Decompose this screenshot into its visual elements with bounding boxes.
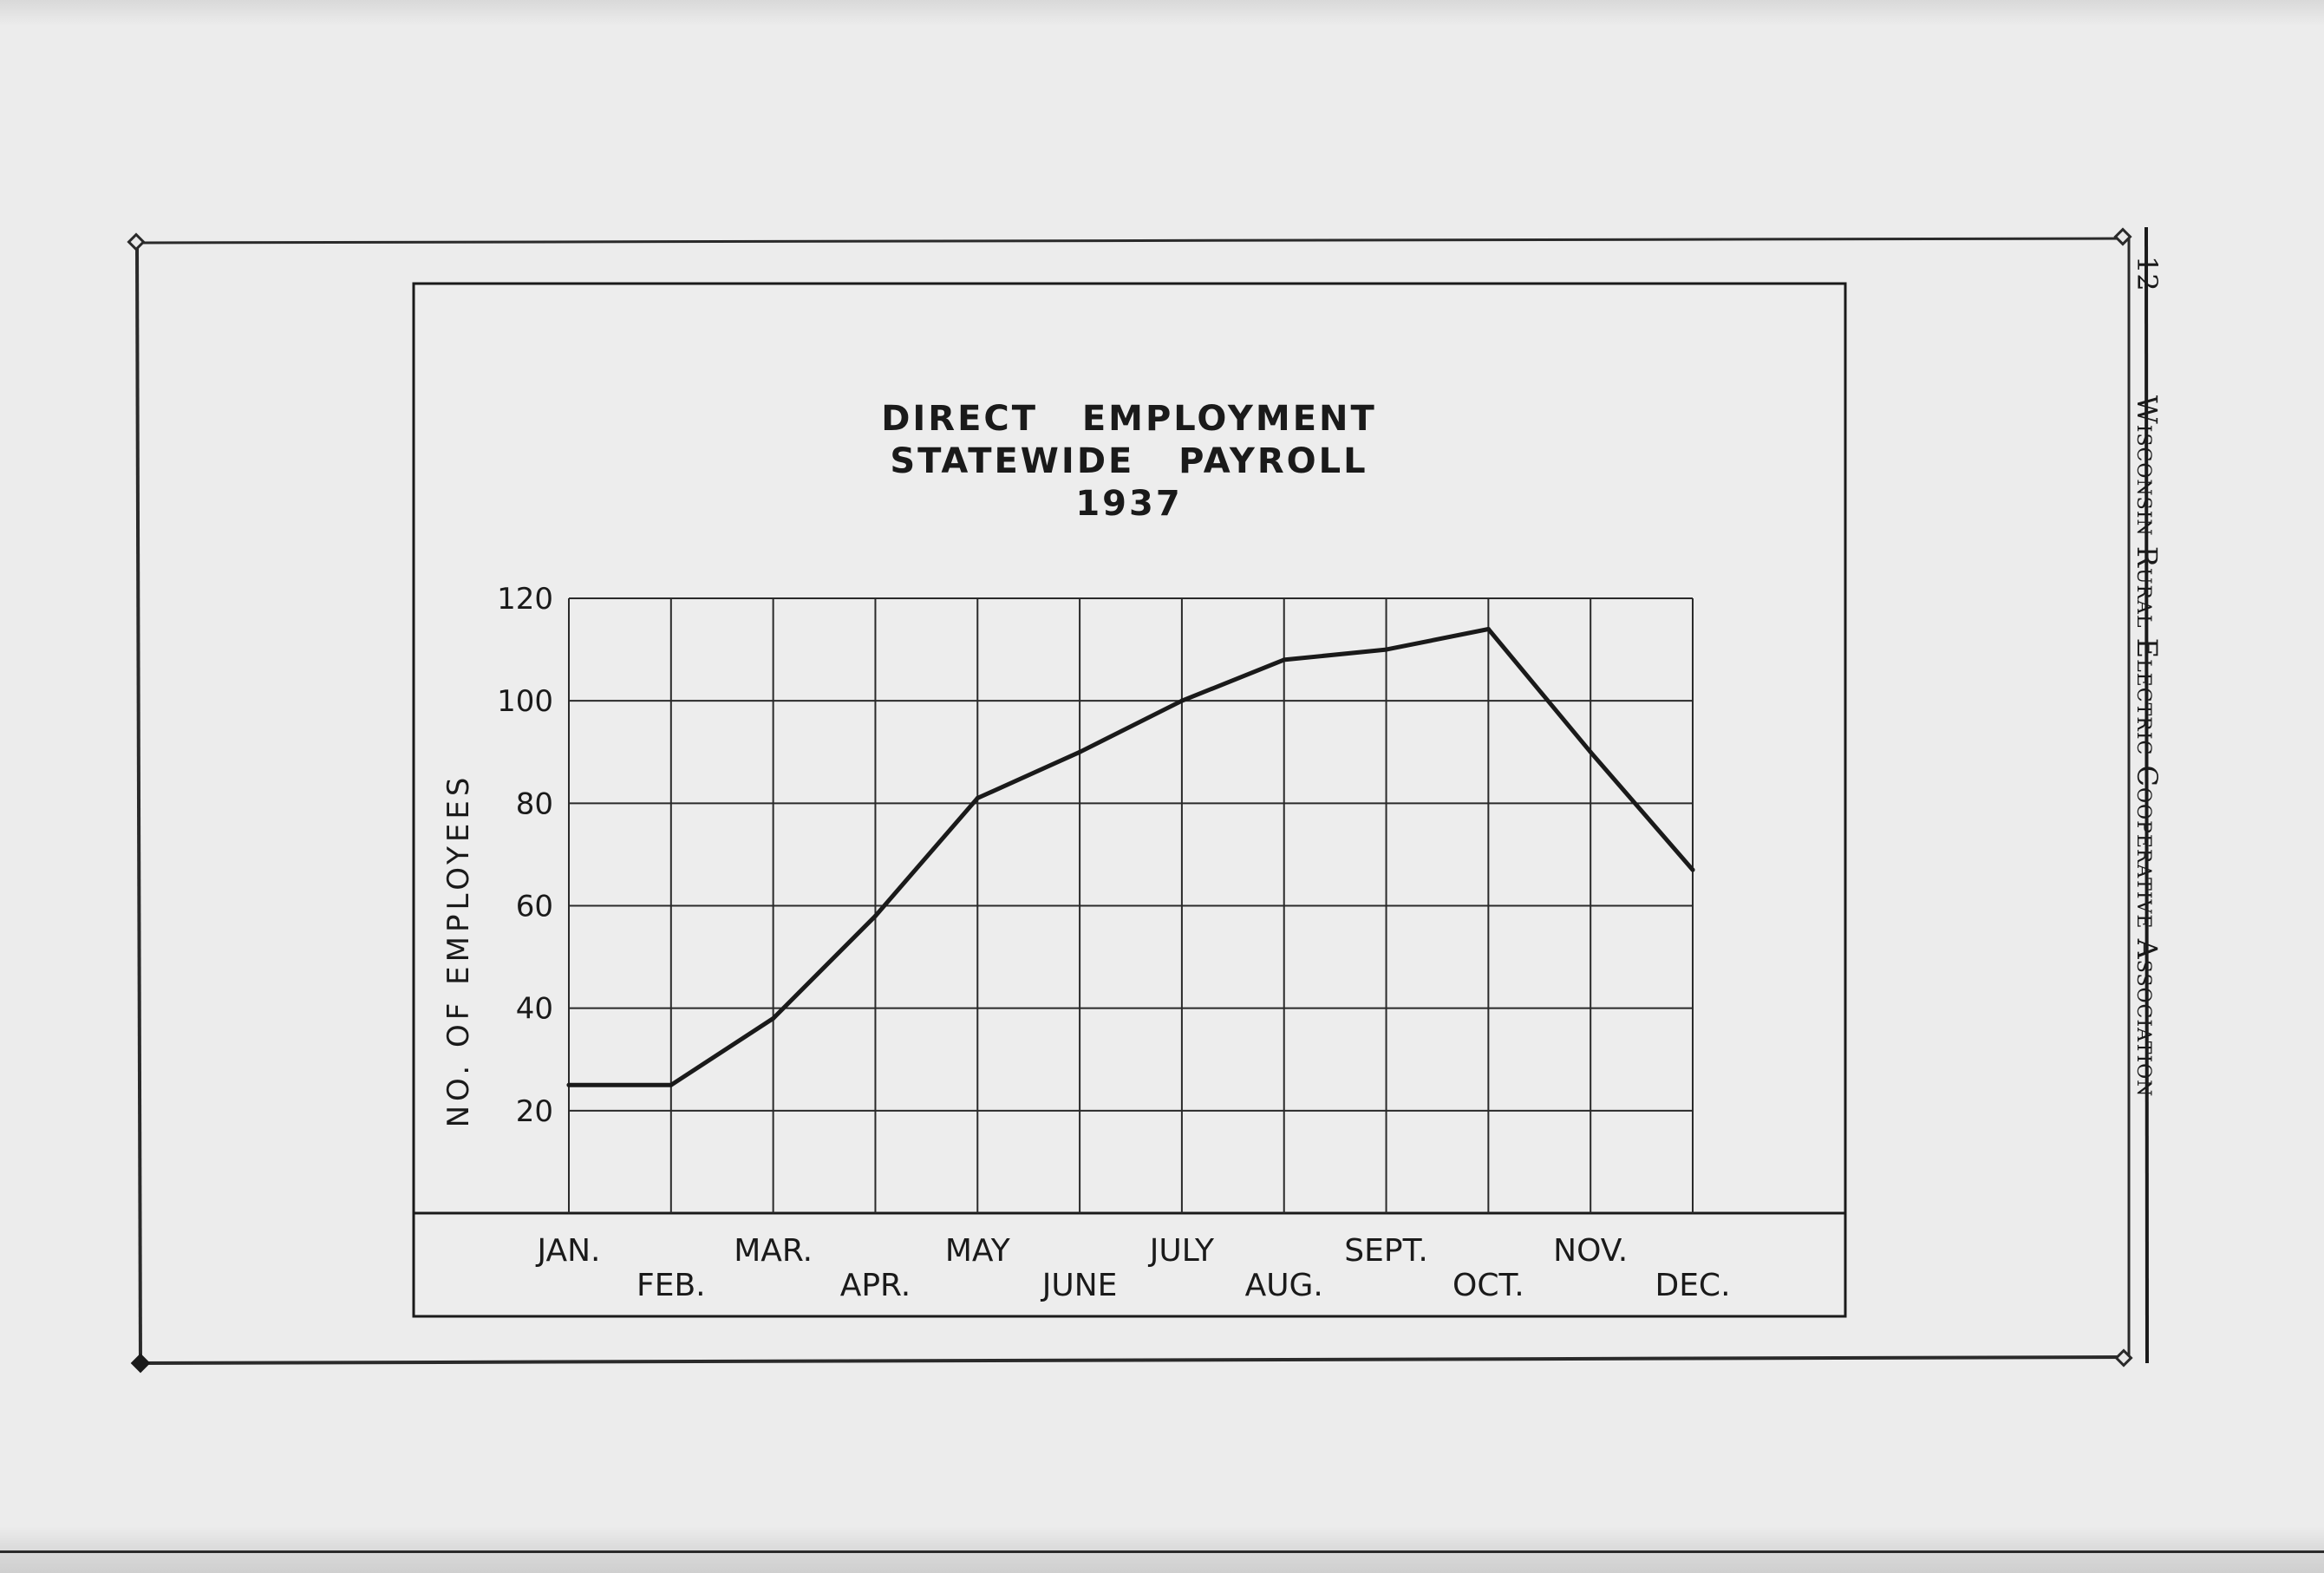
- corner-ornament-icon: [2114, 1348, 2133, 1367]
- data-point: [872, 913, 878, 918]
- x-axis-month-labels: JAN. FEB. MAR. APR. MAY JUNE JULY AUG. SEPT. OCT.…: [536, 1233, 1731, 1303]
- data-point: [1179, 698, 1185, 703]
- month-label: SEPT.: [1344, 1233, 1427, 1269]
- month-label: MAY: [945, 1233, 1011, 1269]
- employment-series: [566, 626, 1695, 1087]
- month-label: NOV.: [1553, 1233, 1628, 1269]
- y-axis-ticks: 20 40 60 80 100 120: [497, 582, 553, 1129]
- month-label: JAN.: [536, 1233, 601, 1269]
- y-tick-label: 100: [497, 684, 553, 719]
- data-point: [1282, 657, 1287, 662]
- data-point: [1077, 749, 1082, 754]
- data-point: [566, 1082, 571, 1087]
- page-running-header: 12 Wisconsin Rural Electric Cooperative …: [2131, 256, 2164, 1097]
- month-label: APR.: [840, 1268, 911, 1303]
- data-point: [1588, 749, 1593, 754]
- month-label: DEC.: [1655, 1268, 1730, 1303]
- y-tick-label: 40: [516, 992, 553, 1027]
- data-point: [1690, 867, 1695, 872]
- plot-grid: [568, 597, 1694, 1213]
- data-point: [669, 1082, 674, 1087]
- running-title: Wisconsin Rural Electric Cooperative Ass…: [2131, 395, 2164, 1098]
- data-point: [1485, 626, 1491, 631]
- y-tick-label: 80: [516, 786, 553, 821]
- data-point: [1384, 647, 1389, 652]
- title-line-3: 1937: [1075, 484, 1182, 524]
- y-axis-label: NO. OF EMPLOYEES: [441, 773, 476, 1128]
- corner-ornament-icon: [130, 1353, 151, 1374]
- corner-ornament-icon: [127, 232, 146, 251]
- title-line-2: STATEWIDE PAYROLL: [890, 441, 1368, 481]
- data-point: [975, 795, 980, 800]
- month-label: AUG.: [1245, 1268, 1323, 1303]
- month-label: JUNE: [1041, 1268, 1118, 1303]
- data-point: [771, 1015, 776, 1021]
- month-label: FEB.: [636, 1268, 706, 1303]
- chart-panel: [412, 282, 1847, 1318]
- month-label: JULY: [1148, 1233, 1215, 1269]
- corner-ornament-icon: [2113, 227, 2132, 246]
- chart-title: DIRECT EMPLOYMENT STATEWIDE PAYROLL 1937: [881, 399, 1377, 524]
- title-line-1: DIRECT EMPLOYMENT: [881, 399, 1377, 439]
- y-tick-label: 60: [516, 890, 553, 924]
- page-bottom-rule: [0, 1550, 2324, 1553]
- outer-frame: [127, 226, 2149, 1374]
- month-label: OCT.: [1452, 1268, 1524, 1303]
- y-tick-label: 20: [516, 1094, 553, 1129]
- series-line: [566, 627, 1695, 1087]
- page-number: 12: [2131, 256, 2164, 291]
- month-label: MAR.: [734, 1233, 813, 1269]
- y-tick-label: 120: [497, 582, 553, 617]
